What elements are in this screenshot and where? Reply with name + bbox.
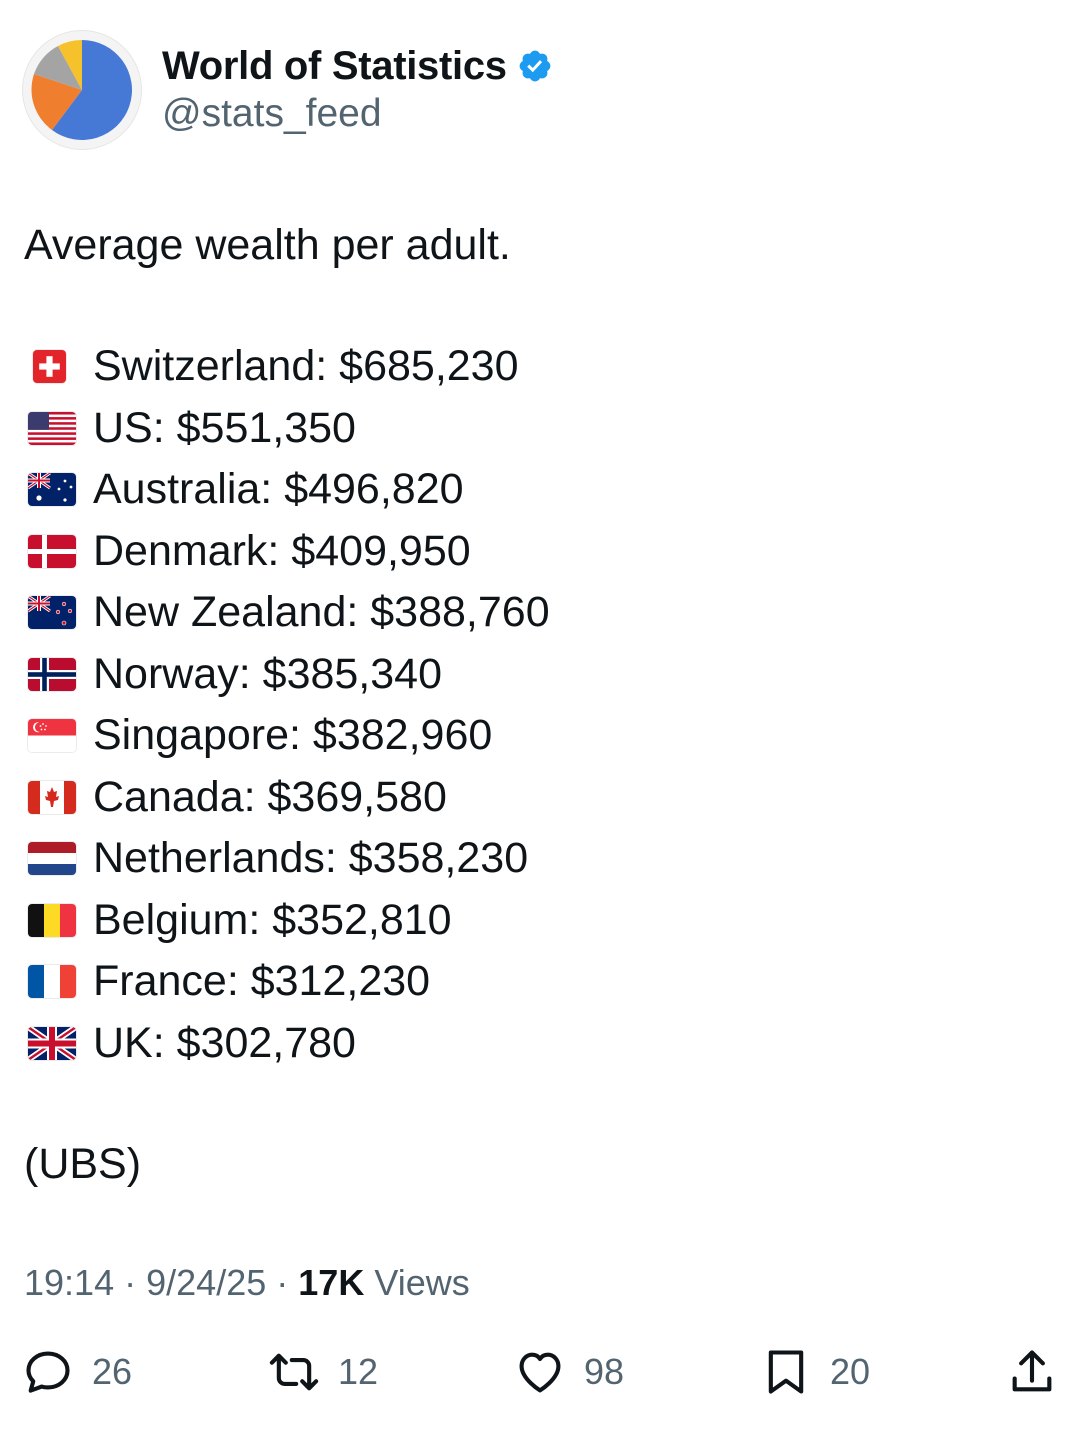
new-zealand-flag-icon (28, 596, 76, 629)
list-item-text: Switzerland: $685,230 (93, 342, 519, 391)
post-date[interactable]: 9/24/25 (146, 1262, 266, 1303)
author-handle[interactable]: @stats_feed (162, 92, 382, 136)
uk-flag-icon (28, 1027, 76, 1060)
list-item: France: $312,230 (24, 951, 550, 1013)
post-time[interactable]: 19:14 (24, 1262, 114, 1303)
list-item-text: Singapore: $382,960 (93, 711, 492, 760)
singapore-flag-icon (28, 719, 76, 752)
netherlands-flag-icon (28, 842, 76, 875)
meta-separator: · (124, 1262, 136, 1303)
list-item-text: New Zealand: $388,760 (93, 588, 550, 637)
views-count: 17K (298, 1262, 364, 1303)
us-flag-icon (28, 412, 76, 445)
avatar[interactable] (22, 30, 142, 150)
bookmark-count: 20 (830, 1351, 870, 1393)
list-item: Belgium: $352,810 (24, 890, 550, 952)
list-item: US: $551,350 (24, 398, 550, 460)
share-icon (1006, 1346, 1058, 1398)
repost-button[interactable]: 12 (268, 1340, 378, 1404)
france-flag-icon (28, 965, 76, 998)
wealth-ranking-list: Switzerland: $685,230 US: $551,350 (24, 336, 550, 1074)
like-count: 98 (584, 1351, 624, 1393)
list-item-text: Belgium: $352,810 (93, 896, 452, 945)
author-name-row[interactable]: World of Statistics (162, 40, 553, 92)
list-item: UK: $302,780 (24, 1013, 550, 1075)
list-item: Netherlands: $358,230 (24, 828, 550, 890)
list-item-text: US: $551,350 (93, 404, 356, 453)
reply-count: 26 (92, 1351, 132, 1393)
list-item: Singapore: $382,960 (24, 705, 550, 767)
bookmark-icon (760, 1346, 812, 1398)
list-item-text: UK: $302,780 (93, 1019, 356, 1068)
list-item-text: Denmark: $409,950 (93, 527, 471, 576)
views-label: Views (374, 1262, 469, 1303)
heart-icon (514, 1346, 566, 1398)
reply-button[interactable]: 26 (22, 1340, 132, 1404)
list-item: Switzerland: $685,230 (24, 336, 550, 398)
repost-icon (268, 1346, 320, 1398)
list-item: Norway: $385,340 (24, 644, 550, 706)
list-item: New Zealand: $388,760 (24, 582, 550, 644)
list-item-text: France: $312,230 (93, 957, 430, 1006)
pie-chart-icon (30, 38, 134, 142)
list-item: Australia: $496,820 (24, 459, 550, 521)
post-meta: 19:14 · 9/24/25 · 17K Views (24, 1262, 470, 1304)
meta-separator: · (276, 1262, 288, 1303)
list-item: Canada: $369,580 (24, 767, 550, 829)
australia-flag-icon (28, 473, 76, 506)
verified-badge-icon (517, 48, 553, 84)
reply-icon (22, 1346, 74, 1398)
bookmark-button[interactable]: 20 (760, 1340, 870, 1404)
list-item-text: Australia: $496,820 (93, 465, 464, 514)
canada-flag-icon (28, 781, 76, 814)
list-item-text: Norway: $385,340 (93, 650, 442, 699)
list-item-text: Canada: $369,580 (93, 773, 447, 822)
repost-count: 12 (338, 1351, 378, 1393)
post-intro: Average wealth per adult. (24, 219, 511, 271)
list-item: Denmark: $409,950 (24, 521, 550, 583)
belgium-flag-icon (28, 904, 76, 937)
like-button[interactable]: 98 (514, 1340, 624, 1404)
post-source: (UBS) (24, 1140, 141, 1189)
switzerland-flag-icon (33, 350, 66, 383)
action-bar: 26 12 98 20 (0, 1340, 1080, 1404)
list-item-text: Netherlands: $358,230 (93, 834, 528, 883)
norway-flag-icon (28, 658, 76, 691)
denmark-flag-icon (28, 535, 76, 568)
share-button[interactable] (1006, 1340, 1058, 1404)
display-name[interactable]: World of Statistics (162, 44, 507, 89)
